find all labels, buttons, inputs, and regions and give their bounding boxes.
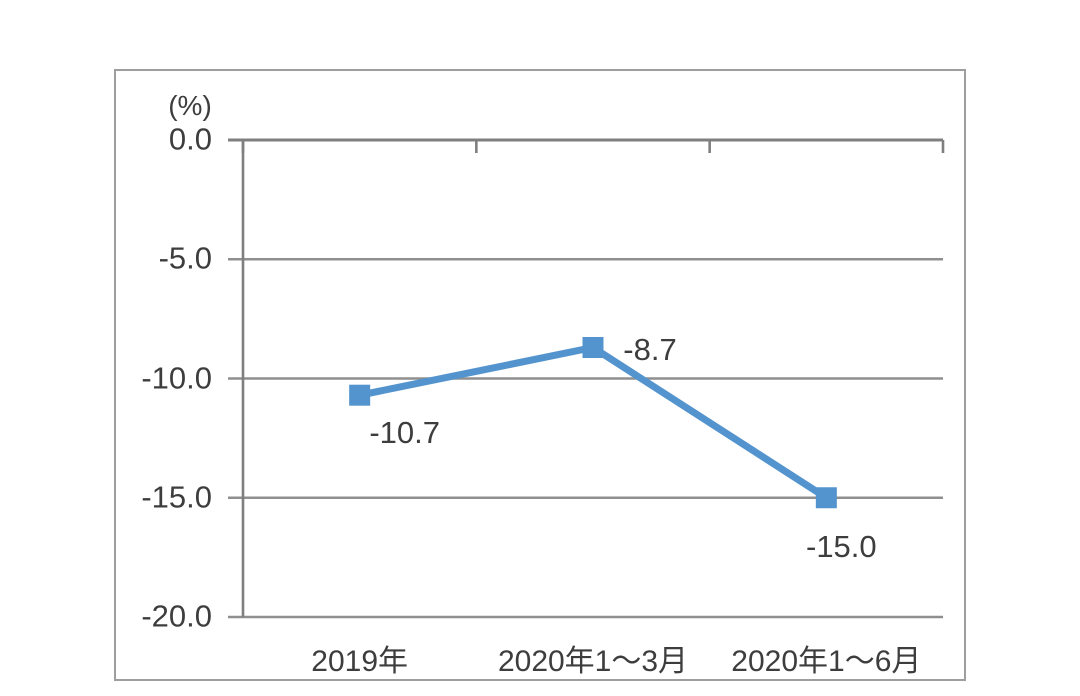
x-category-label: 2020年1～6月: [731, 645, 922, 678]
data-point-label: -8.7: [623, 332, 677, 368]
y-tick-label: -10.0: [141, 359, 212, 395]
y-axis-unit-label: (%): [168, 90, 212, 121]
x-category-label: 2019年: [311, 645, 409, 678]
chart-border-frame: [114, 69, 966, 681]
y-tick-label: -15.0: [141, 479, 212, 515]
data-point-label: -10.7: [369, 415, 440, 451]
y-tick-label: -5.0: [158, 240, 212, 276]
x-category-label: 2020年1～3月: [497, 645, 689, 678]
y-tick-label: -20.0: [141, 598, 212, 634]
data-point-label: -15.0: [805, 528, 877, 564]
y-tick-label: 0.0: [168, 121, 212, 157]
